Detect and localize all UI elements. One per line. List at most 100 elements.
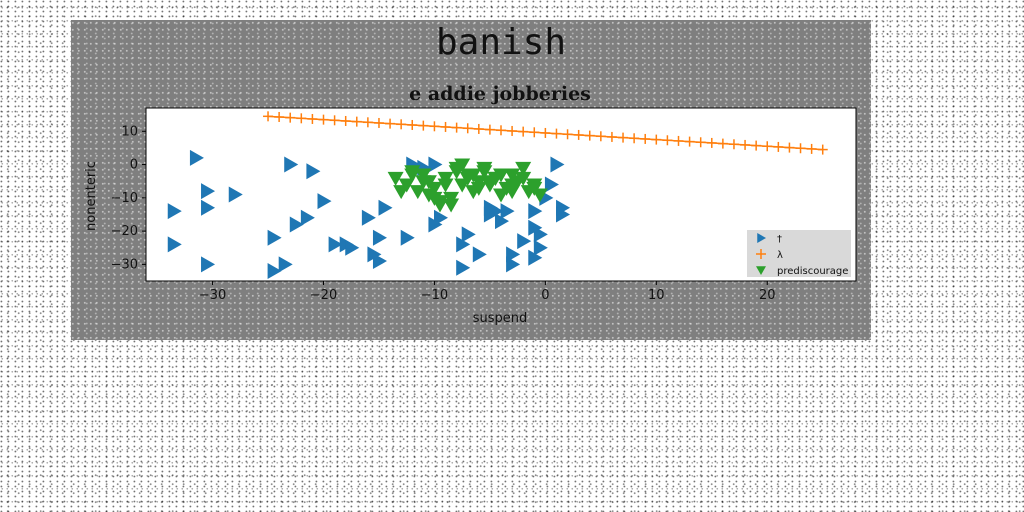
data-point — [551, 128, 562, 139]
data-point — [362, 117, 373, 128]
data-point — [385, 118, 396, 129]
data-point — [189, 149, 204, 166]
data-point — [274, 111, 285, 122]
data-point — [504, 185, 521, 200]
data-point — [473, 123, 484, 134]
data-point — [529, 127, 540, 138]
data-point — [278, 256, 293, 273]
data-point — [440, 121, 451, 132]
data-point — [740, 139, 751, 150]
data-point — [267, 229, 282, 246]
data-point — [372, 253, 387, 270]
data-point — [706, 137, 717, 148]
data-point — [470, 181, 487, 196]
data-point — [415, 175, 432, 190]
data-point — [456, 236, 471, 253]
data-point — [433, 209, 448, 226]
data-point — [340, 115, 351, 126]
data-point — [329, 115, 340, 126]
data-point — [562, 129, 573, 140]
data-point — [507, 125, 518, 136]
data-point — [728, 139, 739, 150]
data-point — [201, 183, 216, 200]
x-tick-label: −10 — [421, 288, 448, 303]
x-tick-label: 0 — [541, 288, 549, 303]
data-point — [167, 203, 182, 220]
data-point — [454, 158, 471, 173]
data-point — [289, 216, 304, 233]
x-tick-label: −30 — [199, 288, 226, 303]
legend-entry-label: λ — [777, 250, 783, 261]
data-point — [526, 181, 543, 196]
data-point — [784, 142, 795, 153]
data-point — [584, 130, 595, 141]
data-point — [431, 198, 448, 213]
data-point — [496, 125, 506, 136]
legend-marker — [756, 249, 766, 259]
data-point — [550, 156, 565, 173]
data-point — [317, 193, 332, 210]
data-marks — [167, 111, 828, 280]
y-axis-ticks: −30 −20 −10 0 10 — [111, 124, 146, 272]
data-point — [484, 124, 495, 135]
data-point — [500, 203, 515, 220]
y-tick-label: −10 — [111, 191, 138, 206]
chart-title: e addie jobberies — [409, 83, 591, 105]
data-point — [556, 206, 571, 223]
data-point — [795, 143, 806, 154]
data-point — [528, 249, 543, 266]
data-point — [461, 226, 476, 243]
data-point — [400, 229, 415, 246]
data-point — [695, 137, 706, 148]
data-point — [167, 236, 182, 253]
data-point — [428, 156, 443, 173]
data-point — [263, 111, 274, 122]
data-point — [540, 127, 551, 138]
x-axis-ticks: −30 −20 −10 0 10 20 — [199, 281, 776, 303]
data-point — [407, 119, 418, 130]
x-axis-label: suspend — [473, 311, 528, 326]
data-point — [533, 239, 548, 256]
data-point — [228, 186, 243, 203]
data-point — [300, 209, 315, 226]
y-tick-label: −20 — [111, 224, 138, 239]
y-tick-label: 10 — [121, 124, 138, 139]
data-point — [345, 239, 360, 256]
data-point — [306, 163, 321, 180]
legend-entry-label: † — [777, 234, 782, 245]
x-tick-label: −20 — [310, 288, 337, 303]
data-point — [762, 141, 773, 152]
data-point — [651, 134, 662, 145]
legend-entry-label: prediscourage — [777, 266, 848, 277]
data-point — [533, 226, 548, 243]
data-point — [476, 161, 493, 176]
data-point — [387, 171, 404, 186]
data-point — [429, 121, 440, 132]
data-point — [285, 112, 296, 123]
data-point — [662, 135, 673, 146]
data-point — [296, 113, 307, 124]
y-axis-label: nonenteric — [84, 161, 99, 231]
data-point — [495, 213, 509, 230]
data-point — [201, 199, 216, 216]
data-point — [629, 133, 640, 144]
data-point — [515, 171, 532, 186]
y-tick-label: 0 — [130, 158, 138, 173]
data-point — [418, 120, 429, 131]
data-point — [773, 141, 784, 152]
data-point — [506, 256, 521, 273]
data-point — [817, 144, 828, 155]
data-point — [404, 168, 421, 183]
figure-suptitle: banish — [435, 22, 567, 63]
legend-marker — [756, 266, 766, 275]
data-point — [318, 114, 329, 125]
data-point — [393, 185, 410, 200]
y-tick-label: −30 — [111, 257, 138, 272]
data-point — [518, 126, 529, 137]
data-point — [351, 116, 362, 127]
data-point — [462, 123, 473, 134]
legend-marker — [757, 233, 766, 243]
data-point — [456, 259, 471, 276]
data-point — [573, 129, 584, 140]
data-point — [595, 131, 606, 142]
